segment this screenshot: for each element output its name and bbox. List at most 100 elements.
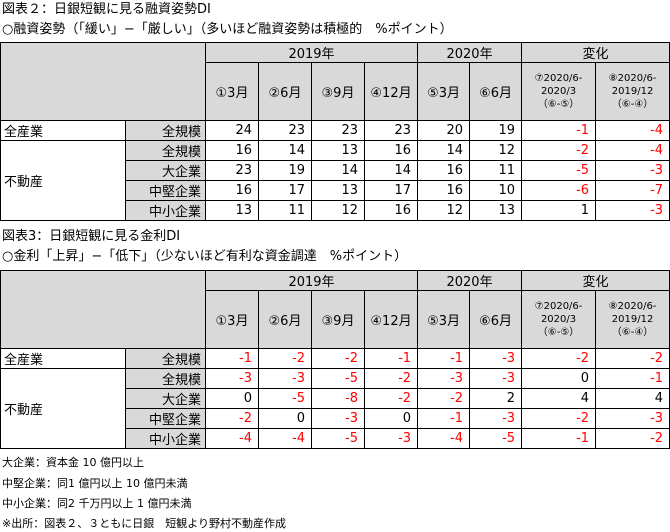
- corner-cell: [0, 42, 206, 121]
- value-cell: -6: [521, 180, 597, 201]
- value-cell: -2: [521, 408, 597, 429]
- column-header-line: ⑧2020/6-: [608, 301, 657, 312]
- value-cell: 11: [469, 160, 523, 181]
- value-cell: -8: [311, 388, 365, 409]
- value-cell: -1: [417, 348, 471, 369]
- year-header: 変化: [521, 42, 670, 63]
- value-cell: 4: [521, 388, 597, 409]
- column-header-line: ⑦2020/6-: [534, 73, 583, 84]
- value-cell: 19: [469, 120, 523, 141]
- value-cell: 0: [363, 408, 419, 429]
- column-header-line: 2020/3: [540, 314, 577, 325]
- note: 中小企業：同2 千万円以上 1 億円未満: [2, 497, 192, 510]
- data-row: 大企業 0 -5 -8 -2 -2 2 4 4: [1, 388, 670, 409]
- value-cell: 14: [311, 160, 365, 181]
- value-cell: 0: [258, 408, 312, 429]
- value-cell: -2: [258, 348, 312, 369]
- column-header-line: ⑥6月: [479, 86, 512, 101]
- value-cell: -2: [595, 428, 670, 449]
- column-header-line: ①3月: [215, 86, 249, 101]
- value-cell: -1: [363, 348, 419, 369]
- value-cell: 23: [205, 160, 259, 181]
- year-header: 変化: [521, 270, 670, 291]
- value-cell: -5: [311, 428, 365, 449]
- value-cell: 12: [469, 140, 523, 161]
- year-header: 2020年: [417, 42, 523, 63]
- value-cell: -7: [595, 180, 670, 201]
- year-header: 2020年: [417, 270, 523, 291]
- value-cell: 13: [311, 180, 365, 201]
- column-header: ④12月: [363, 62, 419, 121]
- note: 中堅企業：同1 億円以上 10 億円未満: [2, 477, 188, 490]
- data-row: 中小企業 -4 -4 -5 -3 -4 -5 -1 -2: [1, 428, 670, 449]
- value-cell: 11: [258, 200, 312, 221]
- value-cell: 14: [258, 140, 312, 161]
- value-cell: -1: [521, 120, 597, 141]
- size-cell: 全規模: [125, 348, 206, 369]
- value-cell: 23: [363, 120, 419, 141]
- size-cell: 中堅企業: [125, 408, 206, 429]
- value-cell: -1: [205, 348, 259, 369]
- size-cell: 中小企業: [125, 428, 206, 449]
- value-cell: -5: [311, 368, 365, 389]
- value-cell: -1: [521, 428, 597, 449]
- column-header: ⑤3月: [417, 290, 471, 349]
- value-cell: 2: [469, 388, 523, 409]
- column-header: ①3月: [205, 62, 259, 121]
- year-header: 2019年: [204, 42, 419, 63]
- value-cell: -3: [258, 368, 312, 389]
- column-header: ⑤3月: [417, 62, 471, 121]
- value-cell: 13: [469, 200, 523, 221]
- data-row: 大企業 23 19 14 14 16 11 -5 -3: [1, 160, 670, 181]
- value-cell: -2: [363, 368, 419, 389]
- value-cell: 10: [469, 180, 523, 201]
- value-cell: -2: [205, 408, 259, 429]
- column-header-line: （⑥-④）: [611, 99, 654, 110]
- value-cell: -1: [595, 368, 670, 389]
- column-header-line: ④12月: [370, 314, 412, 329]
- column-header-line: ⑥6月: [479, 314, 512, 329]
- value-cell: 14: [363, 160, 419, 181]
- size-cell: 全規模: [125, 368, 206, 389]
- value-cell: 16: [363, 140, 419, 161]
- value-cell: -5: [521, 160, 597, 181]
- column-header: ④12月: [363, 290, 419, 349]
- value-cell: -3: [363, 428, 419, 449]
- column-header-line: ②6月: [268, 314, 302, 329]
- value-cell: 16: [363, 200, 419, 221]
- value-cell: -2: [311, 348, 365, 369]
- column-header: ⑦2020/6- 2020/3 （⑥-⑤）: [521, 290, 597, 349]
- column-header: ①3月: [205, 290, 259, 349]
- value-cell: -4: [258, 428, 312, 449]
- value-cell: -3: [469, 348, 523, 369]
- column-header: ⑥6月: [469, 290, 523, 349]
- column-header-line: ③9月: [321, 314, 355, 329]
- column-header-line: ⑤3月: [427, 86, 460, 101]
- value-cell: 16: [205, 140, 259, 161]
- value-cell: -1: [417, 408, 471, 429]
- value-cell: -2: [363, 388, 419, 409]
- value-cell: 24: [205, 120, 259, 141]
- value-cell: -3: [595, 200, 670, 221]
- column-header-line: （⑥-⑤）: [537, 327, 580, 338]
- column-header-line: （⑥-④）: [611, 327, 654, 338]
- size-cell: 全規模: [125, 140, 206, 161]
- value-cell: -3: [205, 368, 259, 389]
- column-header-line: （⑥-⑤）: [537, 99, 580, 110]
- size-cell: 大企業: [125, 160, 206, 181]
- data-row: 全産業 全規模 -1 -2 -2 -1 -1 -3 -2 -2: [0, 348, 670, 369]
- column-header: ②6月: [258, 62, 312, 121]
- value-cell: 23: [311, 120, 365, 141]
- column-header: ⑧2020/6- 2019/12 （⑥-④）: [595, 290, 670, 349]
- table: 2019年 2020年 変化 ①3月 ②6月 ③9月 ④12月 ⑤3月 ⑥6月 ⑦2020/6- 2…: [0, 270, 670, 449]
- value-cell: 16: [205, 180, 259, 201]
- value-cell: -5: [258, 388, 312, 409]
- figure-subtitle: ○融資姿勢（「緩い」−「厳しい」（多いほど融資姿勢は積極的 %ポイント）: [2, 22, 453, 37]
- value-cell: 0: [205, 388, 259, 409]
- column-header-line: 2019/12: [611, 314, 654, 325]
- industry-cell: 不動産: [0, 140, 126, 221]
- figure-title: 図表3：日銀短観に見る金利DI: [2, 229, 181, 244]
- value-cell: 17: [363, 180, 419, 201]
- header-row: ①3月 ②6月 ③9月 ④12月 ⑤3月 ⑥6月 ⑦2020/6- 2020/3 （⑥-⑤） ⑧2…: [1, 290, 670, 349]
